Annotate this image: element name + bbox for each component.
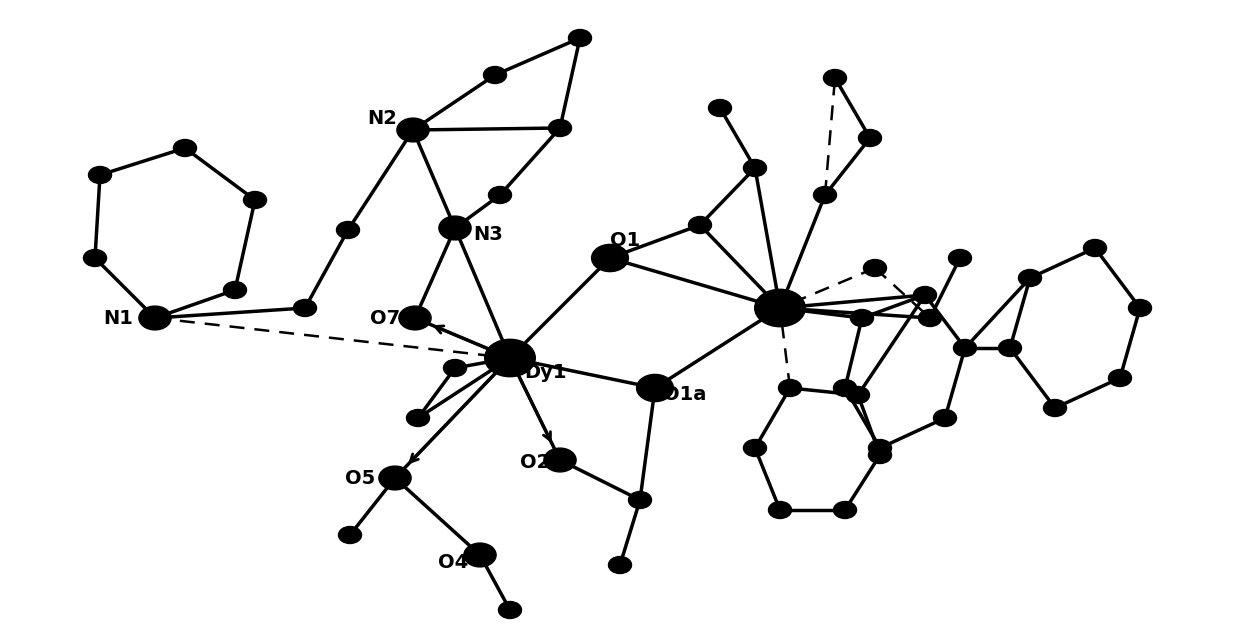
Ellipse shape [779, 380, 801, 396]
Ellipse shape [544, 448, 577, 472]
Ellipse shape [397, 118, 429, 142]
Ellipse shape [688, 216, 712, 233]
Ellipse shape [609, 556, 631, 574]
Ellipse shape [813, 186, 837, 204]
Text: O5: O5 [345, 469, 376, 488]
Text: N2: N2 [367, 109, 397, 127]
Ellipse shape [439, 216, 471, 240]
Text: O2: O2 [520, 452, 551, 471]
Ellipse shape [407, 410, 429, 427]
Ellipse shape [379, 466, 412, 490]
Ellipse shape [744, 439, 766, 457]
Ellipse shape [998, 340, 1022, 357]
Ellipse shape [833, 380, 857, 396]
Ellipse shape [769, 502, 791, 518]
Text: O7: O7 [370, 308, 401, 328]
Ellipse shape [954, 340, 977, 357]
Ellipse shape [851, 310, 873, 326]
Ellipse shape [464, 543, 496, 567]
Ellipse shape [1018, 270, 1042, 286]
Ellipse shape [484, 67, 506, 83]
Ellipse shape [1044, 399, 1066, 417]
Ellipse shape [336, 221, 360, 238]
Ellipse shape [1128, 300, 1152, 317]
Ellipse shape [755, 289, 805, 327]
Ellipse shape [949, 249, 971, 266]
Ellipse shape [88, 167, 112, 184]
Ellipse shape [139, 306, 171, 330]
Text: O1: O1 [610, 230, 640, 249]
Ellipse shape [744, 160, 766, 177]
Ellipse shape [568, 29, 591, 46]
Text: O1a: O1a [663, 385, 707, 404]
Ellipse shape [919, 310, 941, 326]
Ellipse shape [243, 191, 267, 209]
Ellipse shape [823, 69, 847, 86]
Ellipse shape [636, 375, 673, 401]
Ellipse shape [548, 120, 572, 137]
Ellipse shape [1084, 240, 1106, 256]
Text: O4: O4 [438, 553, 469, 572]
Text: N3: N3 [474, 226, 503, 244]
Ellipse shape [847, 387, 869, 403]
Ellipse shape [858, 130, 882, 146]
Ellipse shape [294, 300, 316, 317]
Ellipse shape [174, 139, 196, 156]
Ellipse shape [339, 527, 362, 544]
Ellipse shape [868, 446, 892, 464]
Ellipse shape [833, 502, 857, 518]
Ellipse shape [498, 602, 522, 618]
Ellipse shape [863, 259, 887, 277]
Ellipse shape [914, 286, 936, 303]
Text: Dy1: Dy1 [523, 363, 567, 382]
Ellipse shape [399, 306, 432, 330]
Ellipse shape [485, 339, 536, 377]
Text: N1: N1 [103, 308, 133, 328]
Ellipse shape [934, 410, 956, 427]
Ellipse shape [223, 282, 247, 298]
Ellipse shape [868, 439, 892, 457]
Ellipse shape [444, 359, 466, 377]
Ellipse shape [1109, 370, 1131, 387]
Ellipse shape [629, 492, 651, 509]
Ellipse shape [83, 249, 107, 266]
Ellipse shape [708, 99, 732, 116]
Ellipse shape [489, 186, 511, 204]
Ellipse shape [591, 244, 629, 272]
